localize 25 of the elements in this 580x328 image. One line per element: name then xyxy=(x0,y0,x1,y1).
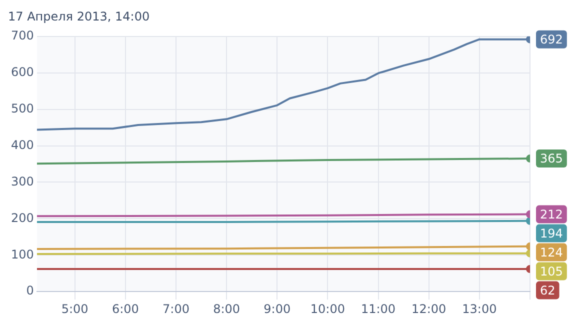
y-tick-label: 600 xyxy=(11,64,34,79)
x-tick-label: 12:00 xyxy=(412,302,446,316)
x-tick-label: 13:00 xyxy=(462,302,497,316)
x-tick-label: 8:00 xyxy=(213,302,240,316)
y-tick-label: 100 xyxy=(11,247,34,262)
data-label: 194 xyxy=(540,226,563,240)
y-tick-label: 300 xyxy=(11,174,34,188)
data-label: 105 xyxy=(540,264,563,278)
x-tick-label: 10:00 xyxy=(310,302,345,316)
x-tick-label: 9:00 xyxy=(264,302,291,316)
x-tick-label: 7:00 xyxy=(162,302,190,316)
data-label: 692 xyxy=(540,32,563,46)
data-label: 212 xyxy=(540,207,563,222)
x-tick-label: 11:00 xyxy=(360,302,396,316)
y-tick-label: 500 xyxy=(11,101,34,116)
y-tick-label: 700 xyxy=(11,28,34,43)
y-tick-label: 0 xyxy=(26,284,34,298)
y-tick-label: 200 xyxy=(11,210,34,225)
data-label: 124 xyxy=(540,245,563,260)
x-tick-label: 6:00 xyxy=(112,302,139,316)
data-label: 62 xyxy=(540,283,556,298)
chart-title: 17 Апреля 2013, 14:00 xyxy=(8,9,150,24)
data-label: 365 xyxy=(540,152,563,166)
y-tick-label: 400 xyxy=(11,138,34,152)
x-tick-label: 5:00 xyxy=(61,302,88,316)
